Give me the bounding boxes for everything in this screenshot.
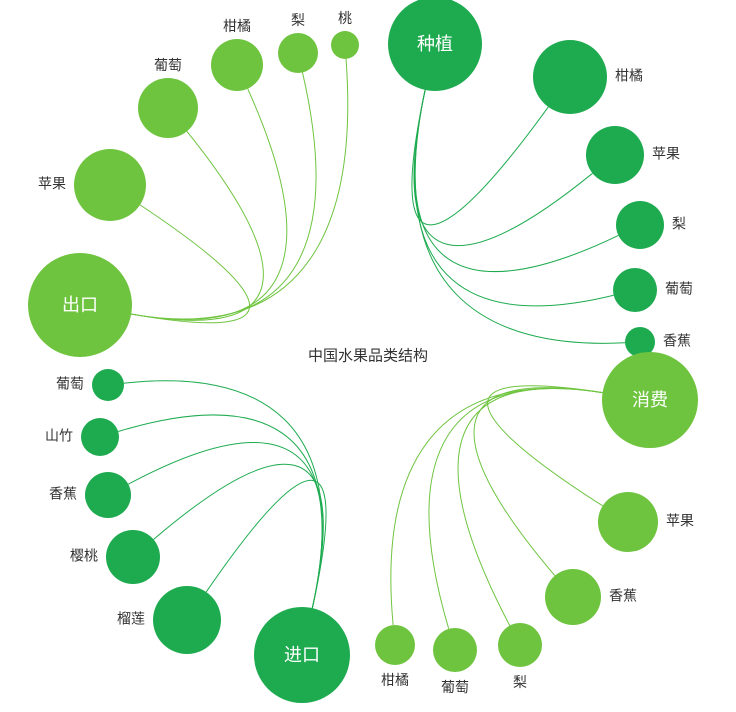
node-plant-pear bbox=[616, 201, 664, 249]
node-label-cons-grape: 葡萄 bbox=[441, 679, 469, 695]
node-label-cons-banana: 香蕉 bbox=[609, 588, 637, 604]
edge bbox=[128, 443, 322, 609]
node-label-imp-grape: 葡萄 bbox=[56, 376, 84, 392]
node-cons-banana bbox=[545, 569, 601, 625]
node-label-cons-pear: 梨 bbox=[513, 674, 527, 690]
node-imp-durian bbox=[153, 586, 221, 654]
node-plant-citrus bbox=[533, 40, 607, 114]
node-label-plant-pear: 梨 bbox=[672, 216, 686, 232]
node-exp-citrus bbox=[211, 39, 263, 91]
node-cons-citrus bbox=[375, 625, 415, 665]
node-label-exp-pear: 梨 bbox=[291, 12, 305, 28]
node-label-imp-mangosteen: 山竹 bbox=[45, 428, 73, 444]
node-label-plant-apple: 苹果 bbox=[652, 146, 680, 162]
node-exp-peach bbox=[331, 31, 359, 59]
edge bbox=[118, 415, 322, 608]
node-label-exp-grape: 葡萄 bbox=[154, 57, 182, 73]
node-cons-apple bbox=[598, 492, 658, 552]
node-label-exp-citrus: 柑橘 bbox=[223, 18, 251, 34]
center-title: 中国水果品类结构 bbox=[308, 348, 428, 365]
node-plant-apple bbox=[586, 126, 644, 184]
node-label-imp-banana: 香蕉 bbox=[49, 486, 77, 502]
node-imp-banana bbox=[85, 472, 131, 518]
edge bbox=[474, 388, 603, 576]
node-exp-apple bbox=[74, 149, 146, 221]
node-label-plant-grape: 葡萄 bbox=[665, 281, 693, 297]
node-label-exp-apple: 苹果 bbox=[38, 176, 66, 192]
node-label-cons-apple: 苹果 bbox=[666, 513, 694, 529]
node-label-plant-banana: 香蕉 bbox=[663, 333, 691, 349]
node-cons-pear bbox=[498, 623, 542, 667]
node-label-cons-citrus: 柑橘 bbox=[381, 672, 409, 688]
hub-label-import: 进口 bbox=[284, 645, 320, 665]
edge bbox=[415, 90, 614, 306]
edge bbox=[412, 90, 548, 225]
node-imp-cherry bbox=[106, 530, 160, 584]
node-imp-grape bbox=[92, 369, 124, 401]
hub-label-consume: 消费 bbox=[632, 390, 668, 410]
node-exp-pear bbox=[278, 33, 318, 73]
edge bbox=[131, 205, 249, 323]
hub-label-export: 出口 bbox=[62, 295, 98, 315]
node-label-imp-cherry: 樱桃 bbox=[70, 548, 98, 564]
hub-label-planting: 种植 bbox=[417, 34, 453, 54]
radial-tree-diagram: 种植柑橘苹果梨葡萄香蕉消费苹果香蕉梨葡萄柑橘进口榴莲樱桃香蕉山竹葡萄出口苹果葡萄… bbox=[0, 0, 736, 712]
edge bbox=[206, 480, 326, 608]
node-exp-grape bbox=[138, 78, 198, 138]
node-label-plant-citrus: 柑橘 bbox=[615, 68, 643, 84]
node-plant-grape bbox=[613, 268, 657, 312]
edge bbox=[154, 464, 324, 608]
edge bbox=[131, 131, 263, 320]
node-imp-mangosteen bbox=[81, 418, 119, 456]
edge bbox=[488, 386, 603, 506]
node-label-imp-durian: 榴莲 bbox=[117, 611, 145, 627]
node-label-exp-peach: 桃 bbox=[338, 10, 352, 26]
node-cons-grape bbox=[433, 628, 477, 672]
